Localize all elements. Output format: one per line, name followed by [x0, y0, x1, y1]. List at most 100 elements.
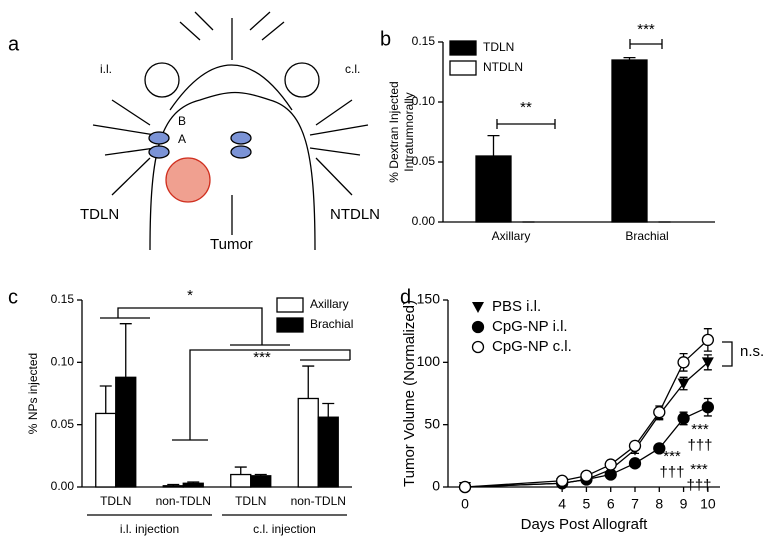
error-bar	[119, 323, 132, 378]
marker	[628, 439, 642, 453]
marker	[701, 333, 715, 347]
lymph-node	[230, 145, 252, 159]
legend-marker	[471, 320, 485, 334]
annotation: †††	[686, 477, 711, 494]
bar	[95, 412, 117, 488]
marker	[677, 412, 690, 425]
marker	[628, 457, 642, 470]
x-tick-label: 8	[655, 496, 663, 512]
annotation: †††	[659, 464, 684, 481]
legend-label: TDLN	[483, 40, 514, 54]
legend-swatch	[276, 297, 304, 313]
marker	[677, 378, 690, 390]
x-tick-label: Axillary	[492, 229, 531, 243]
whiskers	[179, 11, 285, 60]
error-bar	[302, 365, 315, 399]
bracket	[629, 39, 663, 49]
legend-label: Axillary	[310, 297, 349, 311]
limbs	[92, 124, 369, 156]
legend-label: NTDLN	[483, 60, 523, 74]
panel-label: b	[380, 28, 391, 50]
bar	[297, 397, 319, 488]
legend-swatch	[276, 317, 304, 333]
y-axis-label: % Dextran Injected	[387, 81, 401, 182]
y-tick-label: 100	[417, 353, 441, 369]
x-tick-label: 4	[558, 496, 566, 512]
x-tick-label: 9	[680, 496, 688, 512]
bracket	[496, 119, 556, 129]
group-label: i.l. injection	[120, 522, 179, 536]
x-tick-label: Brachial	[625, 229, 668, 243]
annotation: ***	[663, 448, 681, 465]
bar	[230, 473, 252, 488]
label: i.l.	[100, 62, 112, 76]
label: c.l.	[345, 62, 360, 76]
legend-marker	[472, 302, 484, 313]
panel-label: c	[8, 286, 18, 308]
annotation: n.s.	[740, 343, 764, 360]
x-tick-label: 0	[461, 496, 469, 512]
y-tick-label: 0.00	[51, 479, 75, 493]
error-bar	[254, 473, 267, 476]
label: NTDLN	[330, 206, 380, 223]
marker	[580, 469, 593, 482]
bar	[162, 485, 184, 488]
annotation: †††	[687, 437, 712, 454]
lymph-node	[148, 131, 170, 145]
annotation: ***	[253, 349, 271, 366]
bracket	[722, 341, 733, 367]
lymph-node	[230, 131, 252, 145]
y-axis-label: Tumor Volume (Normalized)	[401, 300, 418, 487]
panel-label: a	[8, 33, 20, 55]
error-bar	[487, 134, 500, 156]
x-tick-label: 6	[607, 496, 615, 512]
y-tick-label: 150	[417, 291, 441, 307]
error-bar	[187, 481, 200, 484]
marker	[701, 357, 714, 369]
label: TDLN	[80, 206, 119, 223]
y-tick-label: 0	[432, 478, 440, 494]
marker	[555, 474, 569, 487]
error-bar	[234, 466, 247, 475]
error-bar	[623, 56, 636, 60]
y-tick-label: 50	[424, 415, 440, 431]
label: B	[178, 114, 186, 128]
legend-label: Brachial	[310, 317, 353, 331]
label: Tumor	[210, 236, 253, 253]
error-bar	[322, 402, 335, 418]
legend-swatch	[449, 40, 477, 56]
y-axis-label: Intratumnorally	[402, 92, 416, 171]
bracket	[100, 307, 351, 441]
marker	[701, 401, 715, 414]
legend-swatch	[449, 60, 477, 76]
annotation: *	[187, 287, 193, 304]
annotation: **	[520, 99, 532, 116]
diagram	[92, 11, 369, 251]
panel-label: d	[400, 286, 411, 308]
x-axis-label: Days Post Allograft	[521, 516, 649, 533]
y-tick-label: 0.15	[51, 292, 75, 306]
x-tick-label: non-TDLN	[156, 494, 211, 508]
bar	[115, 376, 137, 488]
legend-label: CpG-NP c.l.	[492, 338, 572, 355]
bar	[250, 475, 272, 488]
tumor	[165, 157, 211, 203]
bar	[317, 416, 339, 488]
arrows	[111, 99, 353, 235]
error-bar	[167, 483, 180, 486]
x-tick-label: 7	[631, 496, 639, 512]
marker	[653, 406, 666, 419]
y-tick-label: 0.05	[412, 154, 436, 168]
mouse-head	[169, 64, 293, 111]
error-bar	[99, 385, 112, 414]
marker	[677, 356, 690, 369]
label: A	[178, 132, 186, 146]
bar	[475, 155, 512, 223]
legend-label: CpG-NP i.l.	[492, 318, 568, 335]
x-tick-label: 5	[583, 496, 591, 512]
bar	[182, 482, 204, 488]
group-label: c.l. injection	[253, 522, 316, 536]
ear	[144, 62, 180, 98]
legend-marker	[471, 340, 485, 354]
legend-label: PBS i.l.	[492, 298, 541, 315]
